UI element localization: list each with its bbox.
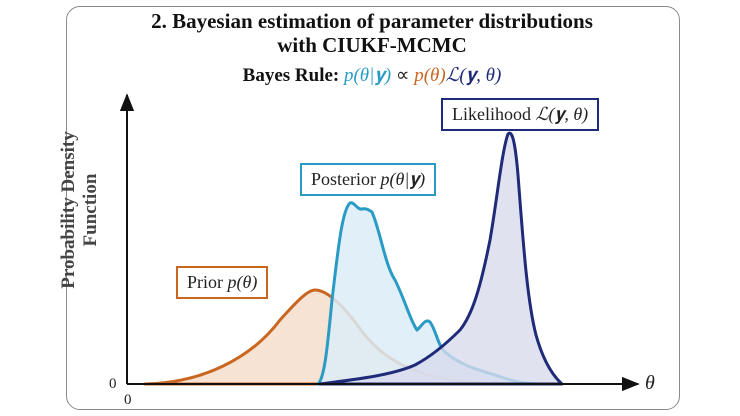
x-axis-zero-tick: 0 — [124, 392, 132, 408]
bayes-rule-likelihood: ℒ(𝐲, θ) — [445, 65, 502, 86]
y-axis-zero-tick: 0 — [109, 376, 117, 392]
prior-label-math: p(θ) — [227, 272, 258, 292]
prior-label-text: Prior — [187, 272, 223, 292]
prior-label-box: Prior p(θ) — [176, 266, 269, 299]
posterior-label-box: Posterior p(θ|𝐲) — [300, 163, 437, 196]
bayes-rule-prior: p(θ) — [414, 65, 446, 86]
diagram-title-line1: 2. Bayesian estimation of parameter dist… — [151, 9, 593, 33]
bayes-rule-posterior: p(θ|𝐲) — [343, 65, 392, 86]
diagram-title-line2: with CIUKF-MCMC — [277, 33, 467, 57]
posterior-label-text: Posterior — [311, 169, 376, 189]
likelihood-label-text: Likelihood — [452, 104, 531, 124]
x-axis-variable: θ — [645, 372, 655, 394]
bayes-rule: Bayes Rule: p(θ|𝐲) ∝ p(θ)ℒ(𝐲, θ) — [66, 64, 678, 87]
likelihood-label-box: Likelihood ℒ(𝐲, θ) — [441, 98, 600, 131]
bayes-rule-proportional: ∝ — [395, 65, 410, 86]
bayes-rule-label: Bayes Rule: — [242, 65, 340, 86]
likelihood-curve — [318, 131, 564, 386]
likelihood-label-math: ℒ(𝐲, θ) — [535, 104, 589, 124]
posterior-label-math: p(θ|𝐲) — [380, 169, 426, 189]
y-axis-label: Probability Density Function — [58, 131, 101, 289]
